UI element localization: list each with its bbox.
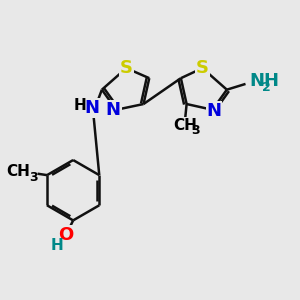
Text: CH: CH — [6, 164, 30, 179]
Text: H: H — [50, 238, 63, 253]
Text: S: S — [196, 59, 209, 77]
Text: 2: 2 — [262, 81, 271, 94]
Text: H: H — [74, 98, 87, 113]
Text: N: N — [206, 102, 221, 120]
Text: N: N — [106, 101, 121, 119]
Text: NH: NH — [250, 72, 280, 90]
Text: 3: 3 — [191, 124, 200, 137]
Text: 3: 3 — [29, 171, 38, 184]
Text: O: O — [58, 226, 74, 244]
Text: N: N — [84, 99, 99, 117]
Text: S: S — [120, 59, 133, 77]
Text: CH: CH — [173, 118, 197, 133]
